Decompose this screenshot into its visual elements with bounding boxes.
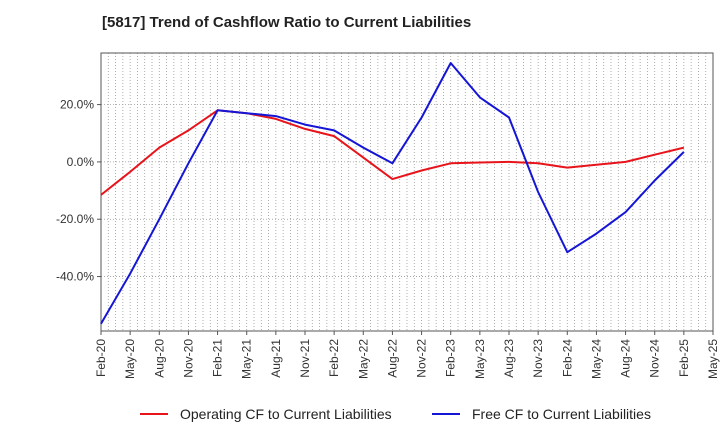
x-tick-label: May-25 [706,339,720,379]
x-tick-label: Feb-20 [94,339,108,377]
x-tick-label: Nov-24 [648,339,662,378]
x-tick-label: May-24 [589,339,603,379]
x-tick-label: Feb-23 [444,339,458,377]
x-tick-label: Feb-22 [327,339,341,377]
x-tick-label: Feb-21 [211,339,225,377]
y-tick-label: -20.0% [56,212,94,226]
x-tick-label: May-20 [123,339,137,379]
legend-label-2: Free CF to Current Liabilities [472,406,651,422]
x-tick-label: Aug-24 [619,339,633,378]
legend-label-1: Operating CF to Current Liabilities [180,406,392,422]
x-tick-label: Aug-23 [502,339,516,378]
x-tick-label: May-23 [473,339,487,379]
x-tick-label: Nov-20 [181,339,195,378]
chart-title: [5817] Trend of Cashflow Ratio to Curren… [102,14,472,31]
x-tick-label: Aug-22 [385,339,399,378]
y-tick-label: -40.0% [56,270,94,284]
plot-border [100,52,714,332]
x-tick-label: Nov-21 [298,339,312,378]
series-line-2 [100,62,685,325]
x-tick-label: Nov-22 [415,339,429,378]
x-tick-label: Aug-20 [152,339,166,378]
x-tick-label: May-21 [240,339,254,379]
x-tick-label: Feb-24 [560,339,574,377]
x-tick-label: Nov-23 [531,339,545,378]
x-tick-label: May-22 [356,339,370,379]
x-tick-label: Feb-25 [677,339,691,377]
x-tick-label: Aug-21 [269,339,283,378]
y-tick-label: 20.0% [60,98,94,112]
series-line-1 [100,109,685,196]
y-tick-label: 0.0% [67,155,95,169]
